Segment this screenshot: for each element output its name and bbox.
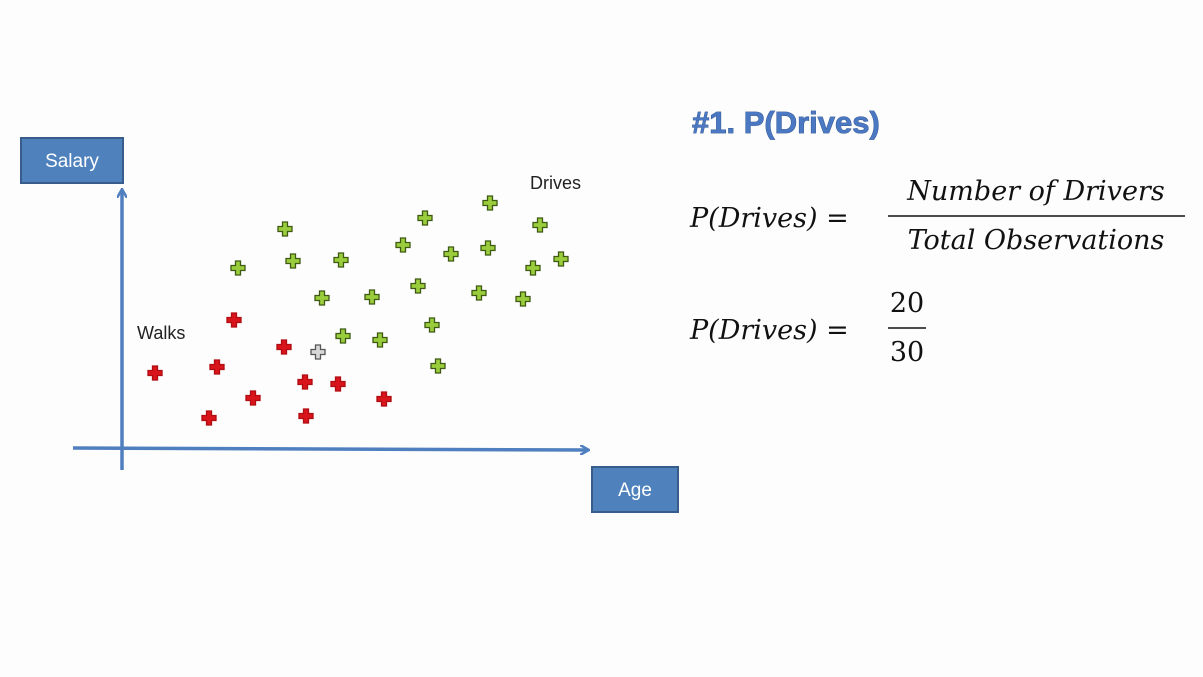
drives-point [333, 252, 349, 268]
formula-numerator: 20 [890, 288, 924, 319]
walks-point [298, 408, 314, 424]
walks-point [276, 339, 292, 355]
drives-point [285, 253, 301, 269]
drives-point [480, 240, 496, 256]
x-axis [72, 448, 588, 450]
drives-point [515, 291, 531, 307]
walks-point [245, 390, 261, 406]
drives-point [230, 260, 246, 276]
drives-point [277, 221, 293, 237]
walks-point [330, 376, 346, 392]
y-label: Salary [45, 151, 99, 172]
drives-point [335, 328, 351, 344]
drives-point [372, 332, 388, 348]
drives-point [314, 290, 330, 306]
walks-point [201, 410, 217, 426]
points [147, 195, 569, 426]
drives-point [443, 246, 459, 262]
walks-point [147, 365, 163, 381]
formula-denominator: Total Observations [908, 225, 1165, 256]
formula-denominator: 30 [890, 337, 924, 368]
y-label-box [20, 137, 124, 184]
drives-point [430, 358, 446, 374]
drives-label: Drives [530, 173, 581, 193]
drives-point [395, 237, 411, 253]
drives-point [471, 285, 487, 301]
formula-numerator: Number of Drivers [906, 176, 1164, 207]
new-point [310, 344, 326, 360]
walks-label: Walks [137, 323, 185, 343]
title: #1. P(Drives) [692, 105, 880, 140]
drives-point [424, 317, 440, 333]
drives-point [525, 260, 541, 276]
walks-point [376, 391, 392, 407]
walks-point [209, 359, 225, 375]
drives-point [410, 278, 426, 294]
drives-point [417, 210, 433, 226]
walks-point [297, 374, 313, 390]
drives-point [482, 195, 498, 211]
drives-point [553, 251, 569, 267]
drives-point [532, 217, 548, 233]
formula-lhs: P(Drives) = [689, 315, 849, 346]
x-label-box [591, 466, 679, 513]
x-label: Age [618, 480, 652, 501]
drives-point [364, 289, 380, 305]
walks-point [226, 312, 242, 328]
formula-lhs: P(Drives) = [689, 203, 849, 234]
